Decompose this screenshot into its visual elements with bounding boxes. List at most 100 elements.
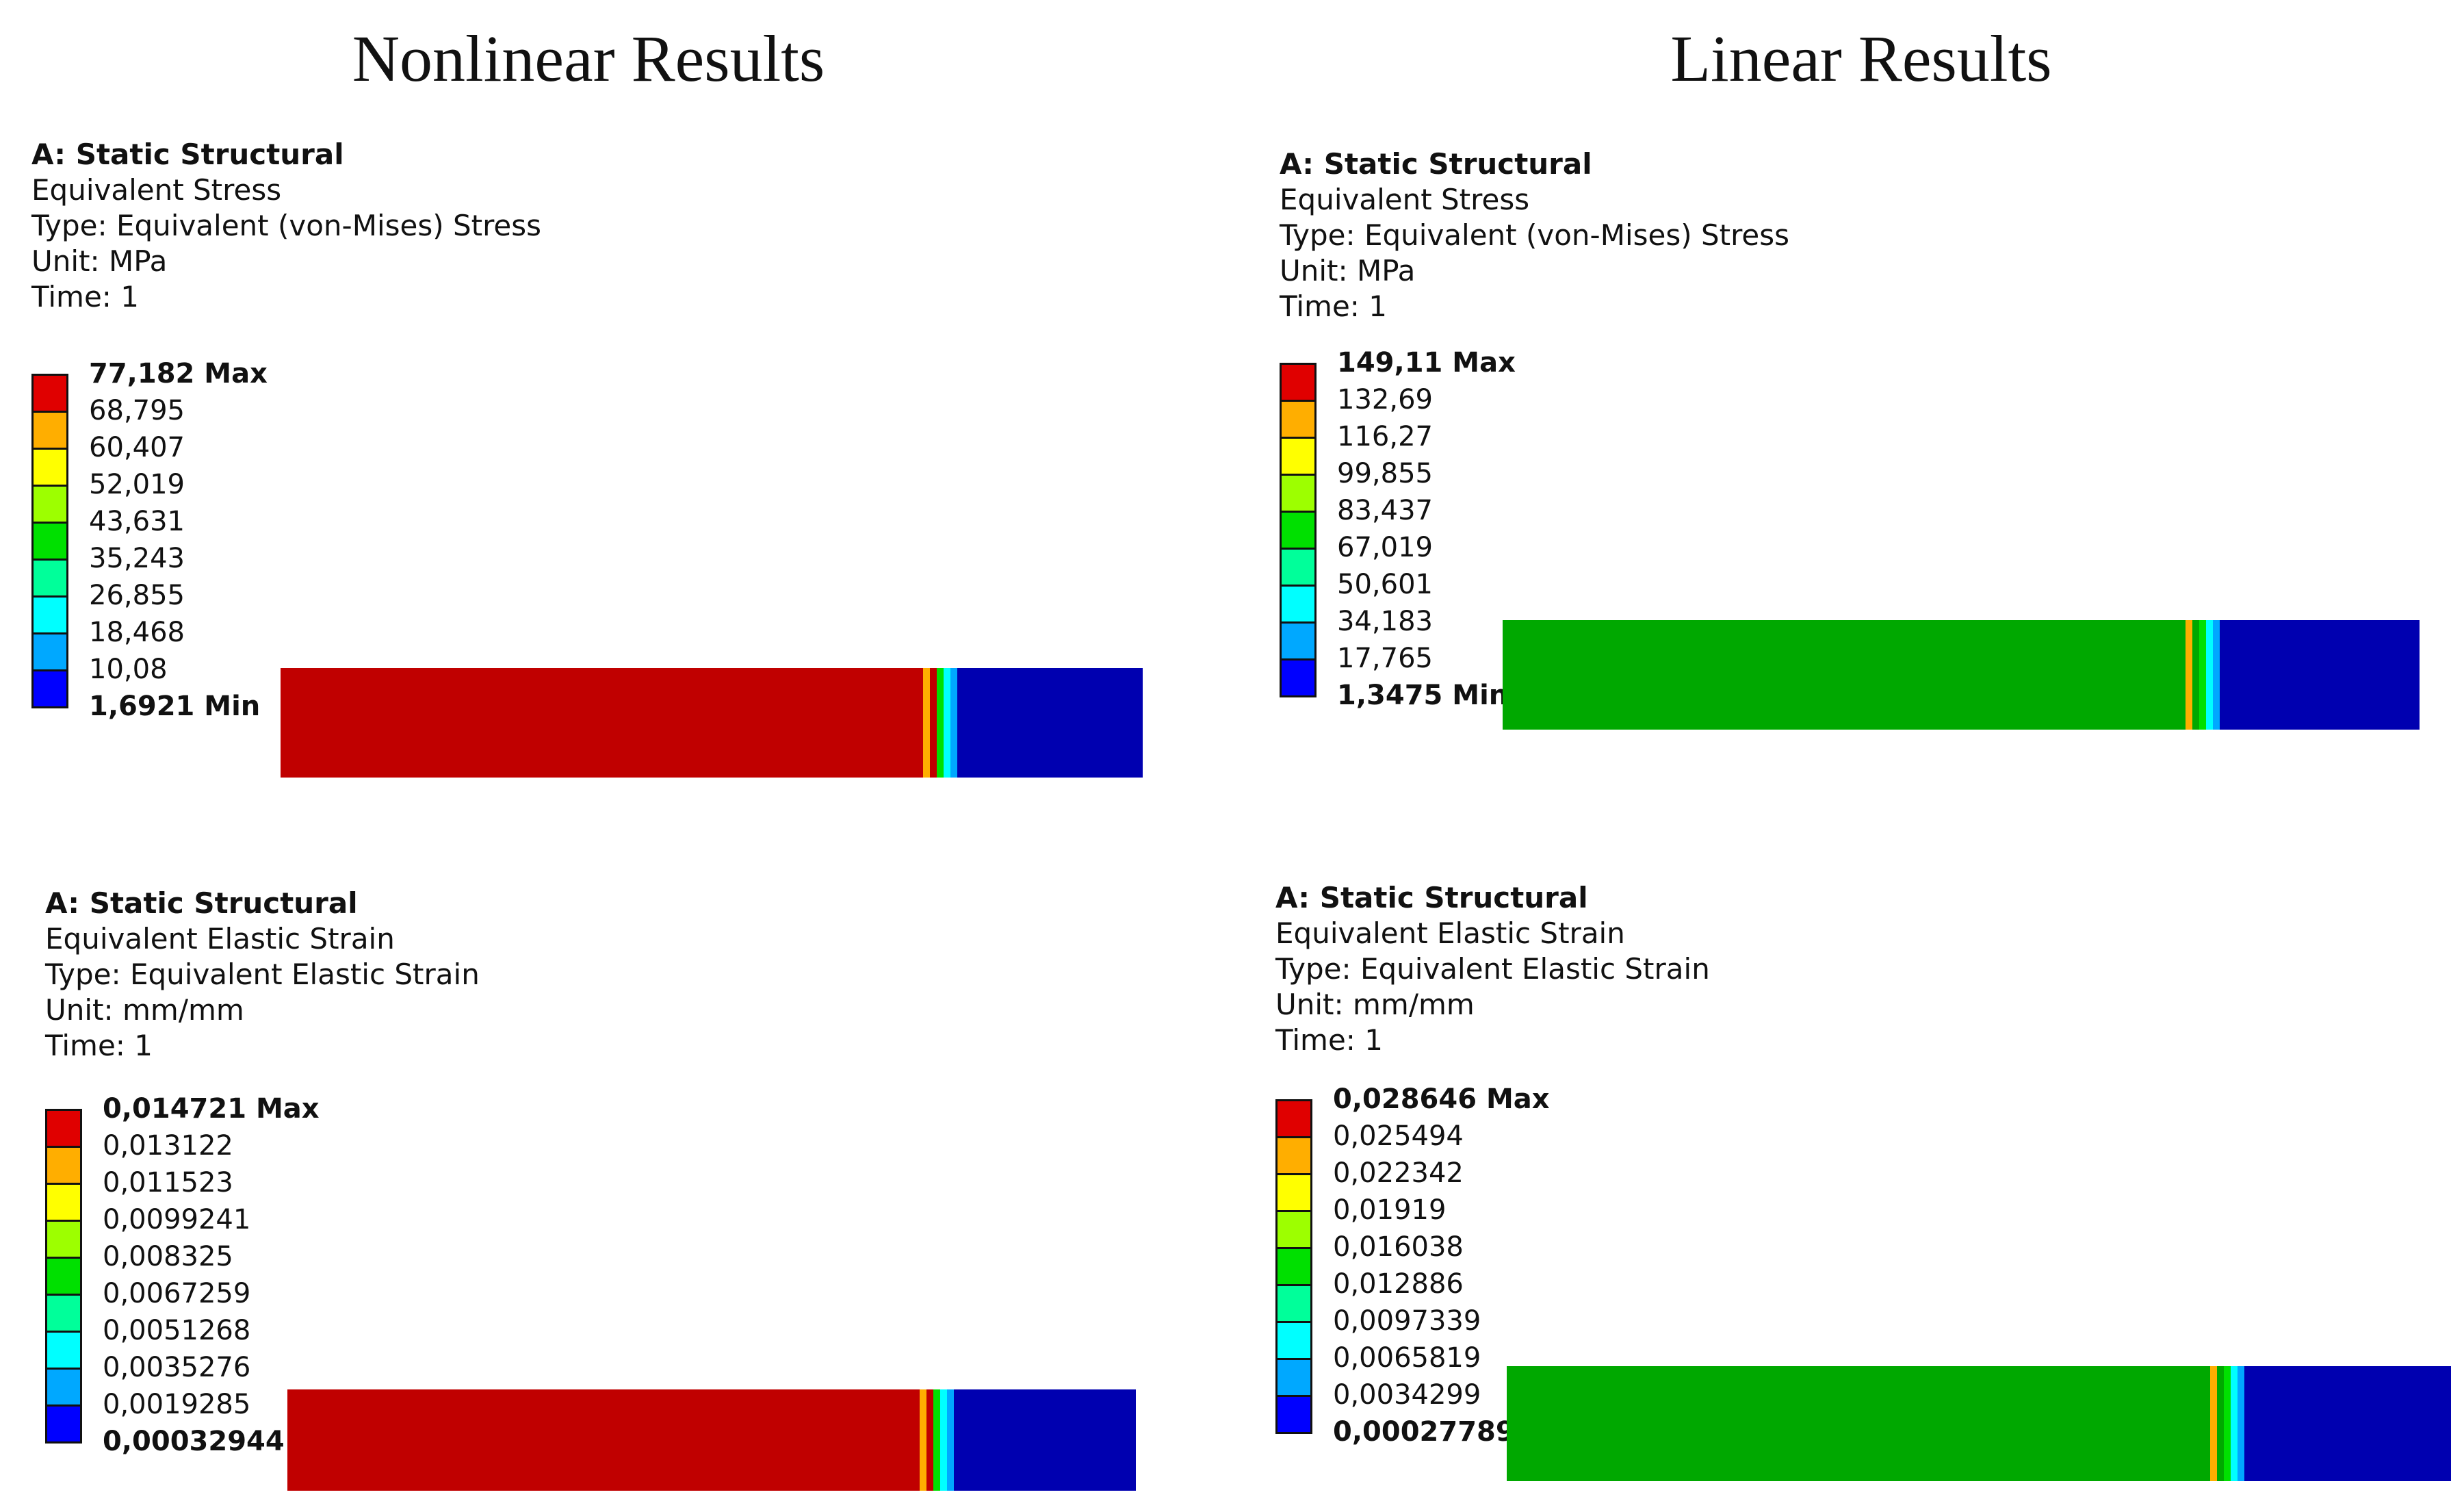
beam-transition-band bbox=[2186, 620, 2192, 730]
beam-transition-band bbox=[2217, 1366, 2224, 1481]
beam-nonlinear-stress bbox=[281, 668, 1143, 778]
legend-swatch bbox=[45, 1183, 82, 1222]
header-line: Time: 1 bbox=[1275, 1023, 1384, 1057]
legend-label: 0,0065819 bbox=[1333, 1342, 1481, 1374]
beam-cold-section bbox=[2244, 1366, 2451, 1481]
legend-label: 0,008325 bbox=[103, 1241, 233, 1272]
legend-swatch bbox=[31, 632, 68, 671]
legend-label: 0,01919 bbox=[1333, 1194, 1447, 1226]
legend-label: 68,795 bbox=[89, 395, 185, 426]
legend-label: 26,855 bbox=[89, 580, 185, 611]
legend-swatch bbox=[1275, 1395, 1312, 1434]
beam-transition-band bbox=[2210, 1366, 2217, 1481]
header-line: Equivalent Elastic Strain bbox=[45, 922, 395, 955]
beam-transition-band bbox=[944, 668, 950, 778]
legend-swatch bbox=[1275, 1358, 1312, 1397]
legend-swatch bbox=[1275, 1173, 1312, 1212]
legend-swatch bbox=[45, 1220, 82, 1259]
legend-swatch bbox=[1280, 363, 1317, 402]
legend-swatch bbox=[1280, 474, 1317, 513]
legend-swatch bbox=[1280, 437, 1317, 476]
beam-transition-band bbox=[933, 1389, 940, 1491]
header-line: Time: 1 bbox=[45, 1029, 153, 1062]
nonlinear-results-title: Nonlinear Results bbox=[352, 22, 825, 95]
beam-linear-stress bbox=[1503, 620, 2420, 730]
legend-min-label: 1,3475 Min bbox=[1337, 680, 1509, 711]
legend-label: 0,0034299 bbox=[1333, 1379, 1481, 1411]
analysis-name: A: Static Structural bbox=[31, 138, 344, 171]
panel-linear-stress: A: Static Structural Equivalent Stress Typ… bbox=[1280, 146, 1789, 324]
legend-swatch bbox=[1275, 1210, 1312, 1249]
legend-label: 43,631 bbox=[89, 506, 185, 537]
legend-swatch bbox=[45, 1404, 82, 1444]
legend-max-label: 0,014721 Max bbox=[103, 1093, 320, 1125]
legend-swatch bbox=[1275, 1136, 1312, 1175]
beam-linear-strain bbox=[1507, 1366, 2451, 1481]
legend-label: 0,0067259 bbox=[103, 1278, 251, 1309]
beam-transition-band bbox=[2224, 1366, 2231, 1481]
legend-swatch bbox=[1280, 585, 1317, 624]
legend-swatch bbox=[45, 1294, 82, 1333]
analysis-name: A: Static Structural bbox=[45, 886, 358, 920]
beam-nonlinear-strain bbox=[287, 1389, 1136, 1491]
legend-label: 0,016038 bbox=[1333, 1231, 1464, 1263]
header-line: Time: 1 bbox=[31, 280, 140, 313]
header-line: Type: Equivalent (von-Mises) Stress bbox=[31, 209, 542, 242]
beam-transition-band bbox=[947, 1389, 954, 1491]
legend-swatch bbox=[45, 1109, 82, 1148]
panel-nonlinear-stress: A: Static Structural Equivalent Stress Typ… bbox=[31, 137, 541, 315]
legend-label: 0,0019285 bbox=[103, 1389, 251, 1420]
legend-label: 0,025494 bbox=[1333, 1120, 1464, 1152]
result-header: A: Static Structural Equivalent Stress Typ… bbox=[31, 137, 541, 315]
legend-label: 67,019 bbox=[1337, 532, 1433, 563]
beam-transition-band bbox=[923, 668, 930, 778]
beam-transition-band bbox=[2231, 1366, 2238, 1481]
legend-max-label: 77,182 Max bbox=[89, 358, 268, 389]
beam-transition-band bbox=[2238, 1366, 2244, 1481]
beam-transition-band bbox=[926, 1389, 933, 1491]
beam-transition-band bbox=[2192, 620, 2199, 730]
legend-label: 52,019 bbox=[89, 469, 185, 500]
beam-transition-band bbox=[2206, 620, 2213, 730]
legend-max-label: 149,11 Max bbox=[1337, 347, 1516, 379]
result-header: A: Static Structural Equivalent Stress Typ… bbox=[1280, 146, 1789, 324]
legend-swatch bbox=[1275, 1321, 1312, 1360]
legend-label: 0,0099241 bbox=[103, 1204, 251, 1235]
legend-swatch bbox=[31, 485, 68, 524]
result-header: A: Static Structural Equivalent Elastic S… bbox=[1275, 880, 1710, 1058]
legend-min-label: 1,6921 Min bbox=[89, 691, 261, 722]
legend-swatch bbox=[45, 1257, 82, 1296]
legend-swatch bbox=[1280, 621, 1317, 660]
beam-transition-band bbox=[940, 1389, 947, 1491]
beam-hot-section bbox=[287, 1389, 920, 1491]
legend-label: 0,011523 bbox=[103, 1167, 233, 1198]
header-line: Type: Equivalent (von-Mises) Stress bbox=[1280, 218, 1790, 252]
legend-swatch bbox=[45, 1368, 82, 1407]
header-line: Time: 1 bbox=[1280, 290, 1388, 323]
beam-hot-section bbox=[281, 668, 923, 778]
panel-linear-strain: A: Static Structural Equivalent Elastic S… bbox=[1275, 880, 1710, 1058]
legend-swatch bbox=[1275, 1099, 1312, 1138]
legend-label: 50,601 bbox=[1337, 569, 1433, 600]
beam-hot-section bbox=[1503, 620, 2186, 730]
beam-transition-band bbox=[930, 668, 937, 778]
beam-transition-band bbox=[937, 668, 944, 778]
legend-swatch bbox=[31, 448, 68, 487]
legend-label: 17,765 bbox=[1337, 643, 1433, 674]
legend-swatch bbox=[31, 411, 68, 450]
beam-cold-section bbox=[954, 1389, 1136, 1491]
legend-label: 60,407 bbox=[89, 432, 185, 463]
header-line: Unit: MPa bbox=[1280, 254, 1416, 287]
header-line: Equivalent Stress bbox=[31, 173, 282, 207]
legend-label: 116,27 bbox=[1337, 421, 1433, 452]
header-line: Unit: mm/mm bbox=[1275, 988, 1475, 1021]
legend-label: 0,0035276 bbox=[103, 1352, 251, 1383]
legend-swatch bbox=[31, 374, 68, 413]
header-line: Equivalent Elastic Strain bbox=[1275, 916, 1625, 950]
legend-label: 0,0097339 bbox=[1333, 1305, 1481, 1337]
legend-label: 0,013122 bbox=[103, 1130, 233, 1162]
linear-results-title: Linear Results bbox=[1670, 22, 2052, 95]
header-line: Type: Equivalent Elastic Strain bbox=[1275, 952, 1710, 986]
legend-swatch bbox=[1280, 548, 1317, 587]
header-line: Equivalent Stress bbox=[1280, 183, 1530, 216]
